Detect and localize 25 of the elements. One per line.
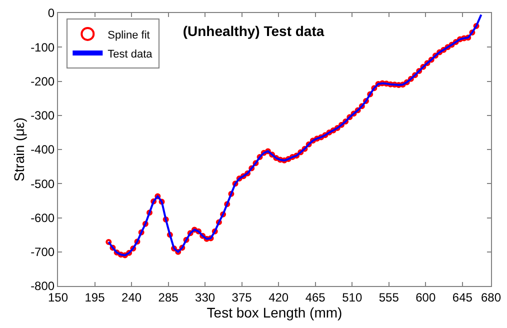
x-tick-label: 555 <box>378 290 400 304</box>
y-tick-label: 0 <box>48 6 55 20</box>
x-axis-title: Test box Length (mm) <box>206 304 342 320</box>
x-tick-label: 600 <box>416 290 436 304</box>
x-tick-label: 680 <box>480 290 502 304</box>
x-tick-label: 195 <box>84 290 106 304</box>
text: (Unhealthy) Test data <box>182 23 324 40</box>
y-tick-label: -700 <box>30 245 55 260</box>
x-tick-label: 285 <box>158 290 179 304</box>
y-tick-label: -200 <box>30 74 55 88</box>
x-tick-label: 465 <box>305 290 326 304</box>
y-axis-title: Strain (με) <box>11 117 28 182</box>
y-tick-label: -400 <box>30 142 55 157</box>
x-tick-label: 330 <box>195 290 216 304</box>
y-tick-label: -600 <box>30 210 55 225</box>
x-tick-label: 420 <box>268 290 289 304</box>
x-tick-label: 240 <box>122 290 142 304</box>
y-tick-label: -300 <box>30 108 55 123</box>
legend-label: Test data <box>108 48 154 60</box>
y-tick-label: -100 <box>30 40 55 54</box>
x-tick-label: 510 <box>342 290 362 304</box>
legend-label: Spline fit <box>108 29 150 42</box>
x-tick-label: 645 <box>452 290 473 304</box>
x-tick-label: 375 <box>232 290 252 304</box>
y-tick-label: -500 <box>30 176 55 191</box>
